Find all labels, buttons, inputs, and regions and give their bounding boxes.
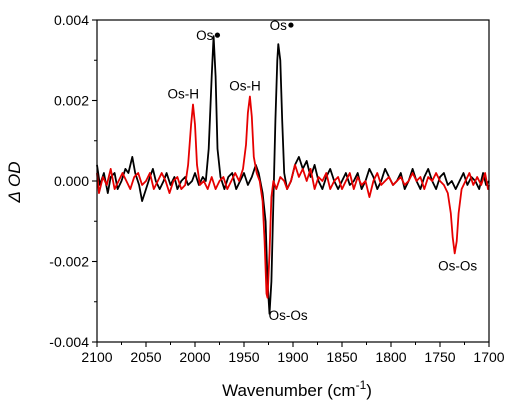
series-layer bbox=[96, 35, 490, 315]
x-axis-title: Wavenumber (cm-1) bbox=[222, 378, 372, 400]
peak-label-2: Os-H bbox=[229, 78, 261, 93]
x-tick-label-1750: 1750 bbox=[424, 349, 455, 365]
x-axis-title-close: ) bbox=[366, 381, 372, 400]
x-tick-label-1700: 1700 bbox=[473, 349, 504, 365]
x-axis-title-main: Wavenumber (cm bbox=[222, 381, 356, 400]
x-tick-label-1950: 1950 bbox=[228, 349, 259, 365]
x-tick-label-2050: 2050 bbox=[130, 349, 161, 365]
y-axis-title: Δ OD bbox=[5, 162, 24, 204]
x-tick-label-1800: 1800 bbox=[375, 349, 406, 365]
peak-label-0: Os-H bbox=[167, 86, 199, 101]
y-tick-label-2: 0.000 bbox=[54, 173, 89, 189]
peak-label-5: Os-Os bbox=[438, 258, 477, 273]
y-tick-label-1: -0.002 bbox=[49, 254, 89, 270]
series-line-1 bbox=[96, 95, 490, 299]
x-axis-title-superscript: -1 bbox=[356, 378, 367, 392]
radical-dot-3 bbox=[288, 22, 294, 28]
peak-label-1: Os bbox=[196, 28, 214, 43]
peak-label-3: Os bbox=[270, 18, 288, 33]
axis-layer: 2100 2050 2000 1950 1900 1850 1800 1750 1700 -0.0… bbox=[49, 12, 504, 365]
x-tick-label-1900: 1900 bbox=[277, 349, 308, 365]
x-tick-label-1850: 1850 bbox=[326, 349, 357, 365]
annotation-layer: Os-H Os Os-H Os Os-Os Os-Os bbox=[167, 18, 477, 323]
radical-dot-1 bbox=[214, 32, 221, 38]
y-tick-label-4: 0.004 bbox=[54, 12, 89, 28]
series-line-0 bbox=[96, 35, 490, 315]
y-tick-label-0: -0.004 bbox=[49, 334, 89, 350]
x-tick-label-2000: 2000 bbox=[179, 349, 210, 365]
y-tick-label-3: 0.002 bbox=[54, 93, 89, 109]
x-tick-label-2100: 2100 bbox=[81, 349, 112, 365]
peak-label-4: Os-Os bbox=[269, 308, 308, 323]
